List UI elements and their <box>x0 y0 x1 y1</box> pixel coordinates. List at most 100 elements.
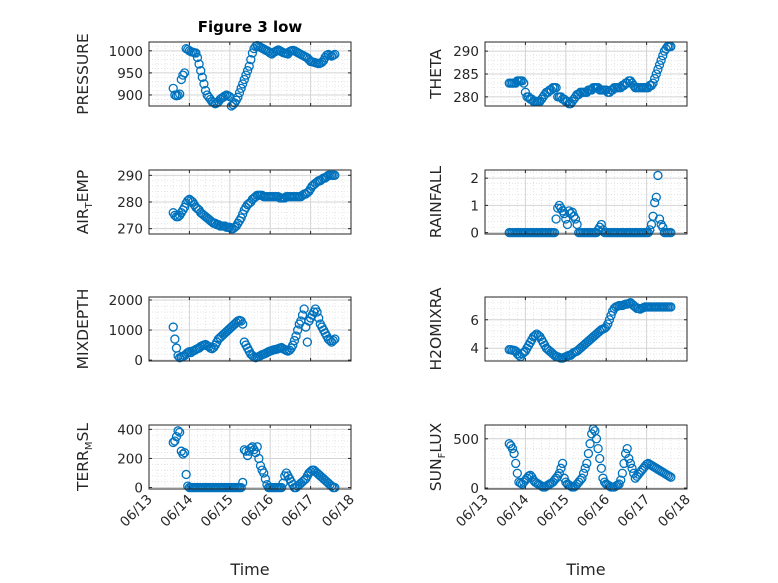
data-point <box>554 468 564 478</box>
data-point <box>293 325 303 335</box>
data-point <box>556 463 566 473</box>
data-point <box>653 64 663 75</box>
y-tick-label: 4 <box>470 341 479 357</box>
data-point <box>583 448 594 459</box>
data-point <box>168 83 178 93</box>
x-tick-label: 06/17 <box>615 492 654 531</box>
data-point <box>525 470 535 480</box>
data-point <box>238 79 248 89</box>
data-point <box>328 335 338 346</box>
y-tick-label: 0 <box>470 481 479 497</box>
axes-background <box>485 170 687 234</box>
figure-title: Figure 3 low <box>198 18 303 36</box>
y-axis-label: TERRMSL <box>74 423 95 492</box>
data-markers <box>168 170 340 234</box>
data-point <box>179 447 190 458</box>
y-tick-label: 280 <box>453 90 479 106</box>
data-point <box>654 60 665 70</box>
data-point <box>196 66 206 76</box>
data-point <box>297 310 308 320</box>
data-point <box>666 302 676 312</box>
data-point <box>323 334 334 344</box>
data-markers <box>504 424 676 492</box>
data-point <box>603 319 613 329</box>
data-point <box>650 198 660 208</box>
data-point <box>291 331 301 341</box>
data-point <box>236 482 246 493</box>
data-markers <box>168 426 340 493</box>
data-point <box>512 468 522 478</box>
axes-box <box>484 169 688 235</box>
data-point <box>619 458 629 469</box>
data-point <box>260 474 271 484</box>
data-point <box>236 213 246 223</box>
data-point <box>238 477 248 488</box>
data-point <box>289 335 300 346</box>
data-point <box>664 471 674 481</box>
x-tick-label: 06/15 <box>534 492 573 531</box>
data-point <box>622 443 632 454</box>
data-point <box>666 41 676 52</box>
data-point <box>546 478 556 488</box>
y-axis-label: SUNFLUX <box>427 422 448 491</box>
data-point <box>314 313 324 323</box>
axes-box <box>484 296 688 362</box>
data-point <box>519 78 529 88</box>
data-point <box>617 468 628 478</box>
data-point <box>330 49 340 60</box>
data-point <box>551 83 561 93</box>
data-point <box>284 345 295 355</box>
y-tick-label: 270 <box>117 222 143 238</box>
y-tick-label: 950 <box>117 66 143 82</box>
data-point <box>326 337 337 347</box>
x-tick-label: 06/18 <box>319 492 358 531</box>
y-tick-label: 2000 <box>109 293 143 309</box>
data-point <box>549 227 560 238</box>
panel-h2omixra: 4 6 H2OMIXRA <box>427 287 688 371</box>
y-axis-label: AIRTEMP <box>74 170 95 235</box>
data-point <box>591 434 602 444</box>
data-point <box>183 196 193 206</box>
y-axis-label: H2OMIXRA <box>427 287 445 370</box>
data-markers <box>504 41 676 109</box>
x-tick-label: 06/13 <box>453 492 492 531</box>
data-point <box>276 482 287 493</box>
data-point <box>561 214 571 224</box>
data-point <box>569 482 579 492</box>
data-point <box>234 88 245 98</box>
y-tick-label: 500 <box>453 432 479 448</box>
panel-terr_msl: 0 200 400 TERRMSL 06/13 06/14 06/15 06/16 06/17 0… <box>74 422 358 579</box>
data-point <box>641 459 652 470</box>
data-point <box>241 70 251 80</box>
data-point <box>178 449 188 459</box>
x-axis-label: Time <box>229 560 269 579</box>
data-point <box>651 192 661 202</box>
data-point <box>191 48 201 58</box>
data-point <box>578 468 589 478</box>
axes-box <box>484 424 688 490</box>
data-point <box>620 448 631 459</box>
data-point <box>170 334 180 344</box>
data-point <box>242 66 253 76</box>
data-point <box>238 319 248 329</box>
data-point <box>562 219 573 230</box>
y-axis-label: THETA <box>427 49 445 100</box>
data-point <box>656 55 666 65</box>
data-point <box>596 463 606 473</box>
data-point <box>288 340 298 350</box>
x-tick-label: 06/15 <box>198 492 237 531</box>
axes-box <box>148 296 352 362</box>
data-point <box>666 472 676 482</box>
y-tick-label: 1000 <box>109 323 143 339</box>
y-tick-label: 0 <box>134 481 143 497</box>
data-point <box>233 92 243 102</box>
x-axis-label: Time <box>565 560 605 579</box>
data-point <box>648 78 658 88</box>
data-point <box>179 68 190 78</box>
data-point <box>252 442 262 452</box>
data-point <box>509 448 519 459</box>
data-point <box>570 214 581 224</box>
data-point <box>173 90 183 101</box>
